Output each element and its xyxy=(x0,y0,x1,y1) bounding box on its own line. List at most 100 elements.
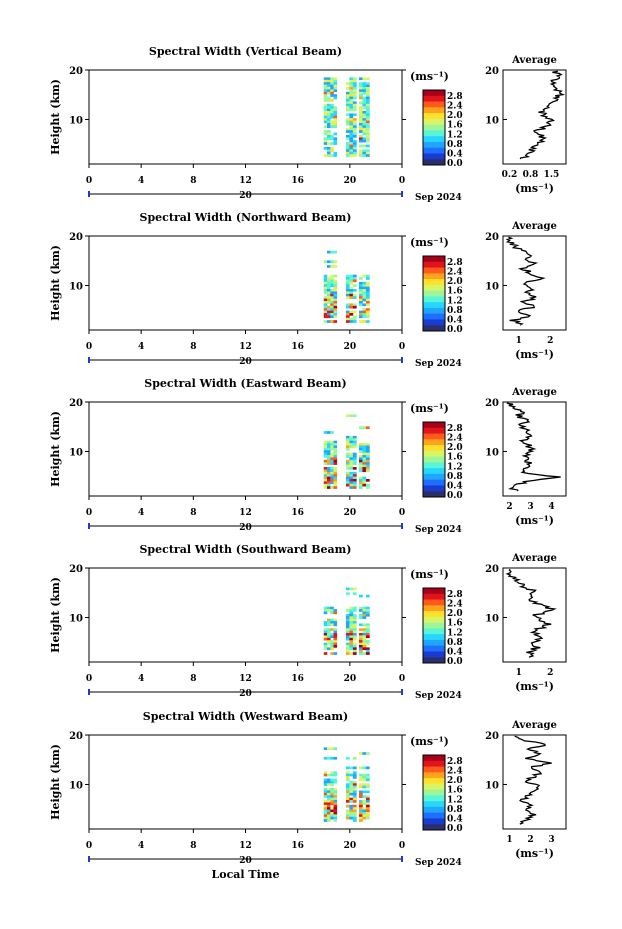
heatmap-cell xyxy=(349,139,354,143)
colorbar-tick-label: 2.8 xyxy=(447,424,463,434)
heatmap-cell xyxy=(330,82,334,85)
heatmap-cell xyxy=(365,315,370,319)
heatmap-cell xyxy=(345,87,350,90)
heatmap-cell xyxy=(365,89,370,93)
heatmap-cell xyxy=(327,635,331,639)
heatmap-cell xyxy=(352,122,357,126)
colorbar-swatch xyxy=(423,101,445,108)
heatmap-cell xyxy=(330,265,334,268)
heatmap-cell xyxy=(333,313,338,316)
y-tick-label: 20 xyxy=(69,564,83,575)
heatmap-cell xyxy=(345,649,350,653)
heatmap-cell xyxy=(365,99,370,102)
heatmap-cell xyxy=(333,635,338,639)
heatmap-cell xyxy=(345,122,350,126)
y-axis-label: Height (km) xyxy=(49,245,62,321)
colorbar-swatch xyxy=(423,261,445,268)
heatmap-cell xyxy=(358,134,363,138)
heatmap-cell xyxy=(365,455,370,458)
y-axis-label: Height (km) xyxy=(49,411,62,487)
heatmap-cell xyxy=(365,108,370,112)
heatmap-cell xyxy=(362,443,367,446)
heatmap-cell xyxy=(330,462,334,465)
heatmap-cell xyxy=(352,647,357,651)
heatmap-cell xyxy=(323,79,328,83)
heatmap-cell xyxy=(333,154,338,157)
heatmap-cell xyxy=(358,94,363,97)
heatmap-cell xyxy=(345,790,350,794)
heatmap-cell xyxy=(349,103,354,107)
heatmap-cell xyxy=(323,792,328,796)
avg-title: Average xyxy=(511,55,557,66)
heatmap-cell xyxy=(358,785,363,789)
heatmap-cell xyxy=(327,800,331,803)
heatmap-cell xyxy=(333,122,338,126)
heatmap-cell xyxy=(323,819,328,822)
heatmap-cell xyxy=(333,809,338,813)
heatmap-cell xyxy=(327,113,331,117)
heatmap-cell xyxy=(327,320,331,323)
heatmap-cell xyxy=(349,471,354,475)
heatmap-cell xyxy=(352,606,357,610)
heatmap-cell xyxy=(352,87,357,90)
heatmap-cell xyxy=(349,310,354,314)
heatmap-cell xyxy=(349,115,354,119)
heatmap-cell xyxy=(345,812,350,815)
avg-frame xyxy=(502,567,567,663)
heatmap-cell xyxy=(323,469,328,473)
heatmap-cell xyxy=(333,771,338,775)
heatmap-cell xyxy=(365,450,370,453)
colorbar-tick-label: 0.8 xyxy=(447,472,463,482)
heatmap-cell xyxy=(330,125,334,129)
heatmap-cell xyxy=(352,118,357,121)
heatmap-cell xyxy=(323,816,328,820)
colorbar-swatch xyxy=(423,279,445,286)
y-tick-label: 10 xyxy=(69,780,83,791)
heatmap-cell xyxy=(333,486,338,489)
colorbar-swatch xyxy=(423,818,445,825)
heatmap-cell xyxy=(327,281,331,285)
heatmap-cell xyxy=(345,103,350,107)
heatmap-cell xyxy=(362,122,367,126)
colorbar-swatch xyxy=(423,645,445,652)
colorbar-tick-label: 2.4 xyxy=(447,767,463,777)
heatmap-cell xyxy=(323,89,328,93)
avg-x-tick-label: 1 xyxy=(516,336,522,346)
heatmap-cell xyxy=(327,633,331,636)
heatmap-cell xyxy=(349,642,354,646)
colorbar-swatch xyxy=(423,634,445,641)
x-tick-label: 8 xyxy=(190,674,196,684)
heatmap-cell xyxy=(349,481,354,485)
heatmap-cell xyxy=(349,125,354,129)
heatmap-cell xyxy=(358,455,363,458)
heatmap-cell xyxy=(362,115,367,119)
unit-label: (ms⁻¹) xyxy=(410,236,449,249)
heatmap-cell xyxy=(362,481,367,485)
heatmap-cell xyxy=(365,807,370,810)
heatmap-cell xyxy=(333,814,338,818)
heatmap-cell xyxy=(345,310,350,314)
colorbar-swatch xyxy=(423,319,445,326)
heatmap-cell xyxy=(333,320,338,323)
heatmap-cell xyxy=(349,137,354,141)
heatmap-cell xyxy=(327,106,331,109)
heatmap-cell xyxy=(349,783,354,786)
heatmap-cell xyxy=(349,467,354,470)
heatmap-cell xyxy=(323,628,328,631)
heatmap-cell xyxy=(323,783,328,786)
heatmap-cell xyxy=(327,618,331,622)
heatmap-cell xyxy=(345,315,350,319)
heatmap-cell xyxy=(327,816,331,820)
heatmap-cell xyxy=(345,467,350,470)
heatmap-cell xyxy=(323,303,328,307)
heatmap-cell xyxy=(333,804,338,808)
heatmap-cell xyxy=(330,260,334,264)
heatmap-cell xyxy=(352,766,357,770)
heatmap-cell xyxy=(330,809,334,813)
heatmap-cell xyxy=(333,291,338,295)
colorbar-swatch xyxy=(423,588,445,595)
heatmap-cell xyxy=(358,814,363,818)
heatmap-cell xyxy=(330,628,334,631)
heatmap-cell xyxy=(349,279,354,283)
heatmap-cell xyxy=(362,445,367,449)
